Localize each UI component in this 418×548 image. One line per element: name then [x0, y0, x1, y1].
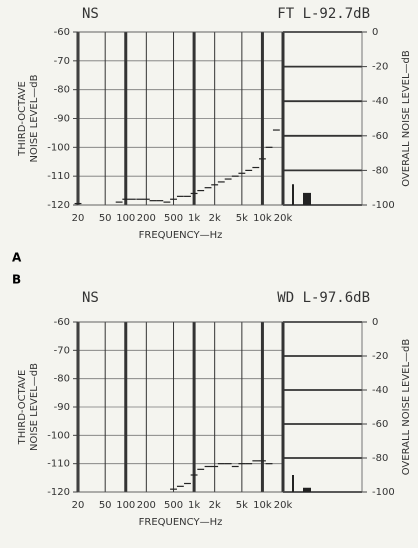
- y2-tick-label: -40: [372, 96, 388, 107]
- x-tick-label: 2k: [209, 500, 221, 511]
- y-tick-label: -70: [54, 56, 70, 67]
- y-tick-label: -100: [47, 430, 70, 441]
- y2-tick-label: 0: [372, 317, 378, 328]
- x-tick-label: 20k: [274, 500, 293, 511]
- y-tick-label: -110: [47, 459, 70, 470]
- title-right: WD L-97.6dB: [277, 290, 370, 306]
- y2-tick-label: -20: [372, 62, 388, 73]
- y-tick-label: -90: [54, 114, 70, 125]
- x-tick-label: 500: [164, 500, 183, 511]
- y2-axis-label: OVERALL NOISE LEVEL—dB: [401, 339, 412, 476]
- x-axis-label: FREQUENCY—Hz: [139, 230, 223, 241]
- y2-tick-label: -40: [372, 385, 388, 396]
- panel-label: A: [12, 251, 22, 265]
- x-tick-label: 50: [99, 500, 112, 511]
- plot-frame: [77, 31, 363, 206]
- y2-tick-label: 0: [372, 27, 378, 38]
- x-tick-label: 20: [72, 500, 85, 511]
- x-tick-label: 2k: [209, 213, 221, 224]
- x-tick-label: 100: [116, 500, 135, 511]
- overall-bar: [292, 184, 294, 205]
- y-tick-label: -120: [47, 487, 70, 498]
- y2-tick-label: -80: [372, 165, 388, 176]
- plot-frame: [77, 321, 363, 493]
- x-tick-label: 10k: [253, 213, 272, 224]
- x-tick-label: 10k: [253, 500, 272, 511]
- y2-tick-label: -60: [372, 419, 388, 430]
- x-tick-label: 1k: [188, 500, 200, 511]
- y-axis-label: THIRD-OCTAVE: [17, 370, 28, 446]
- y-tick-label: -80: [54, 85, 70, 96]
- y2-axis-label: OVERALL NOISE LEVEL—dB: [401, 50, 412, 187]
- title-left: NS: [82, 6, 99, 22]
- x-axis-label: FREQUENCY—Hz: [139, 517, 223, 528]
- panel-label: B: [12, 273, 21, 287]
- overall-bar: [303, 192, 311, 205]
- y2-tick-label: -100: [372, 200, 395, 211]
- overall-bar: [303, 487, 311, 492]
- y-tick-label: -80: [54, 374, 70, 385]
- x-tick-label: 5k: [236, 500, 248, 511]
- x-tick-label: 200: [137, 500, 156, 511]
- y-tick-label: -110: [47, 171, 70, 182]
- y-tick-label: -60: [54, 317, 70, 328]
- overall-bar: [292, 475, 294, 492]
- y-tick-label: -90: [54, 402, 70, 413]
- x-tick-label: 20k: [274, 213, 293, 224]
- title-right: FT L-92.7dB: [277, 6, 370, 22]
- y2-tick-label: -80: [372, 453, 388, 464]
- y2-tick-label: -20: [372, 351, 388, 362]
- y-tick-label: -100: [47, 142, 70, 153]
- x-tick-label: 20: [72, 213, 85, 224]
- x-tick-label: 100: [116, 213, 135, 224]
- y-tick-label: -120: [47, 200, 70, 211]
- x-tick-label: 500: [164, 213, 183, 224]
- x-tick-label: 1k: [188, 213, 200, 224]
- x-tick-label: 5k: [236, 213, 248, 224]
- y-axis-label: NOISE LEVEL—dB: [29, 74, 40, 162]
- y-axis-label: NOISE LEVEL—dB: [29, 363, 40, 451]
- y2-tick-label: -100: [372, 487, 395, 498]
- y-axis-label: THIRD-OCTAVE: [17, 81, 28, 157]
- y-tick-label: -60: [54, 27, 70, 38]
- y-tick-label: -70: [54, 345, 70, 356]
- title-left: NS: [82, 290, 99, 306]
- x-tick-label: 50: [99, 213, 112, 224]
- x-tick-label: 200: [137, 213, 156, 224]
- y2-tick-label: -60: [372, 131, 388, 142]
